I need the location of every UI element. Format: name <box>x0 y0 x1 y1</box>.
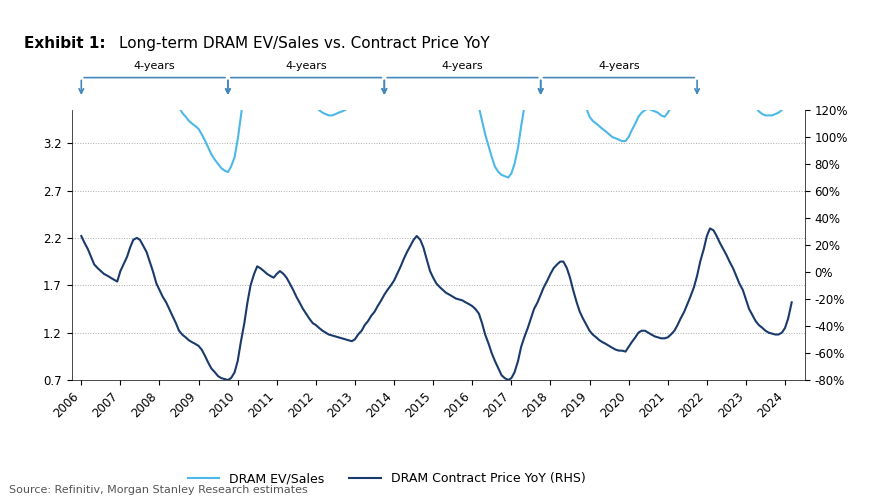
Text: 4-years: 4-years <box>598 61 640 71</box>
Text: 4-years: 4-years <box>442 61 484 71</box>
Legend: DRAM EV/Sales, DRAM Contract Price YoY (RHS): DRAM EV/Sales, DRAM Contract Price YoY (… <box>183 467 591 490</box>
Text: 4-years: 4-years <box>134 61 175 71</box>
Text: Long-term DRAM EV/Sales vs. Contract Price YoY: Long-term DRAM EV/Sales vs. Contract Pri… <box>119 36 490 51</box>
Text: 4-years: 4-years <box>285 61 327 71</box>
Text: Source: Refinitiv, Morgan Stanley Research estimates: Source: Refinitiv, Morgan Stanley Resear… <box>9 485 308 495</box>
Text: Exhibit 1:: Exhibit 1: <box>24 36 105 51</box>
